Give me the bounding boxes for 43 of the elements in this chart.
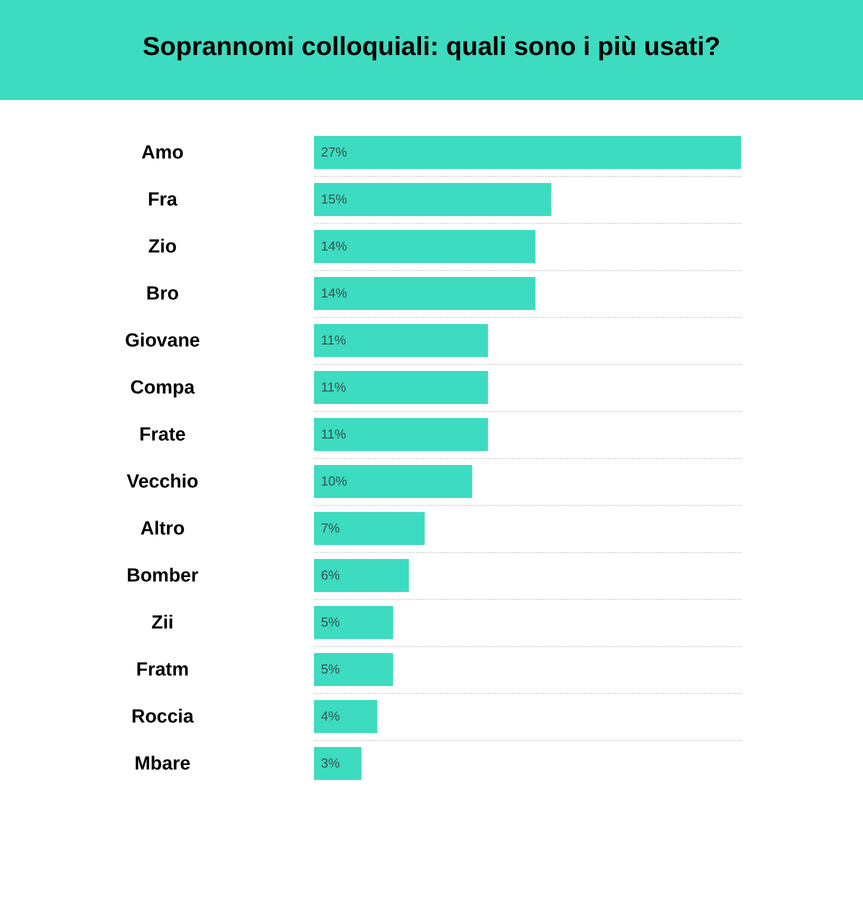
bar bbox=[314, 136, 741, 169]
data-label: 14% bbox=[321, 286, 348, 300]
data-label: 7% bbox=[321, 520, 340, 536]
data-label: 5% bbox=[321, 662, 340, 676]
data-label: 11% bbox=[321, 426, 346, 442]
y-tick-label: Bro bbox=[146, 284, 179, 304]
y-tick-label: Fra bbox=[148, 190, 178, 210]
bar bbox=[314, 606, 394, 639]
y-tick-label: Giovane bbox=[125, 330, 200, 352]
y-tick-label: Altro bbox=[140, 518, 185, 540]
bar bbox=[314, 653, 394, 686]
y-tick-label: Mbare bbox=[134, 754, 190, 774]
bar bbox=[314, 700, 378, 733]
y-tick-label: Frate bbox=[139, 424, 186, 446]
data-label: 5% bbox=[321, 614, 340, 630]
y-tick-label: Zii bbox=[151, 612, 174, 634]
bar bbox=[314, 747, 362, 780]
y-tick-label: Bomber bbox=[126, 566, 199, 586]
y-tick-label: Compa bbox=[130, 378, 196, 398]
data-label: 11% bbox=[321, 332, 346, 348]
y-tick-label: Fratm bbox=[136, 660, 189, 680]
data-label: 4% bbox=[321, 708, 340, 724]
y-tick-label: Amo bbox=[141, 142, 184, 164]
bar bbox=[314, 183, 552, 216]
bar bbox=[314, 559, 409, 592]
bar bbox=[314, 277, 536, 310]
y-tick-label: Roccia bbox=[131, 706, 194, 728]
bar bbox=[314, 418, 488, 451]
data-label: 27% bbox=[321, 144, 348, 160]
bar bbox=[314, 512, 425, 545]
y-tick-label: Zio bbox=[148, 236, 177, 258]
y-tick-label: Vecchio bbox=[126, 472, 198, 492]
chart-title: Soprannomi colloquiali: quali sono i più usati? bbox=[142, 31, 720, 61]
data-label: 15% bbox=[321, 192, 348, 206]
data-label: 6% bbox=[321, 568, 340, 582]
data-label: 10% bbox=[321, 474, 348, 488]
data-label: 11% bbox=[321, 380, 346, 394]
bar bbox=[314, 230, 536, 263]
bar bbox=[314, 465, 472, 498]
bar bbox=[314, 371, 488, 404]
data-label: 3% bbox=[321, 756, 340, 770]
data-label: 14% bbox=[321, 238, 348, 254]
bar bbox=[314, 324, 488, 357]
